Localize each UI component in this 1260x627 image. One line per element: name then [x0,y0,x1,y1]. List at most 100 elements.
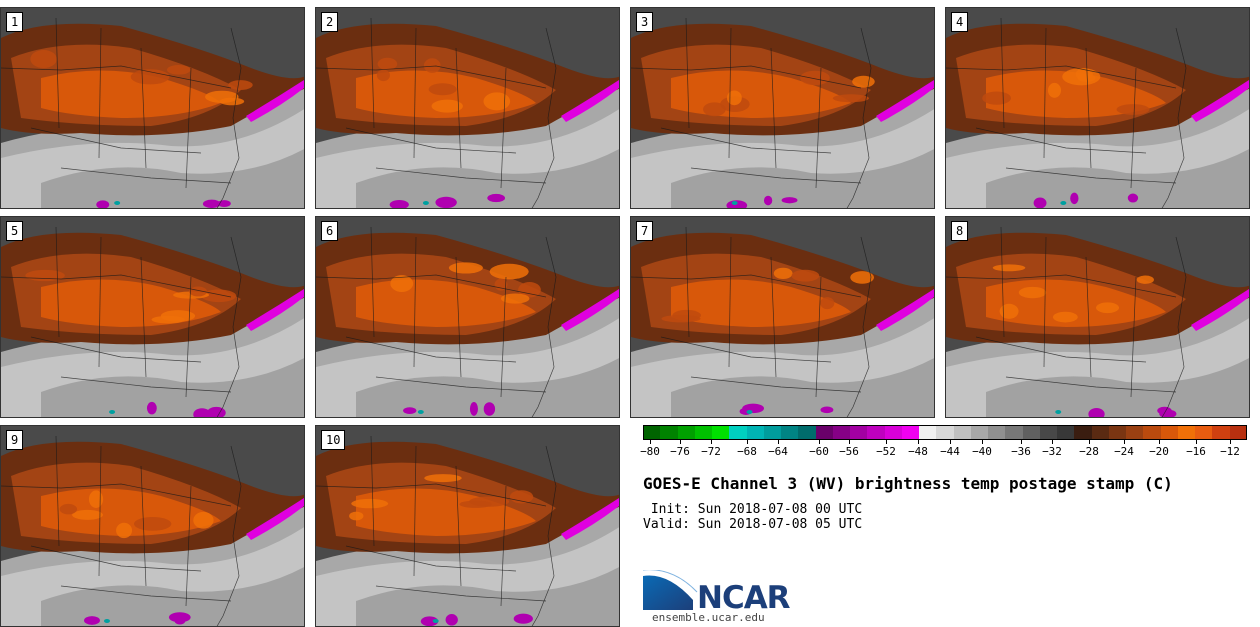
colorbar-tick-label: −64 [768,445,788,458]
wv-map [946,217,1249,417]
stamp-panel-4: 4 [945,7,1250,209]
stamp-panel-6: 6 [315,216,620,418]
colorbar-tick-label: −24 [1114,445,1134,458]
colorbar-segment [919,425,937,440]
wv-map [316,217,619,417]
colorbar-tick-label: −28 [1079,445,1099,458]
colorbar-tick-label: −12 [1220,445,1240,458]
wv-map [1,426,304,626]
colorbar-tick [650,440,651,444]
colorbar-segment [677,425,696,440]
panel-label: 2 [321,12,339,32]
colorbar-tick [1196,440,1197,444]
colorbar-tick [819,440,820,444]
panel-label: 3 [636,12,654,32]
stamp-panel-5: 5 [0,216,305,418]
colorbar-tick-label: −52 [876,445,896,458]
colorbar-segment [953,425,972,440]
colorbar-tick-label: −60 [809,445,829,458]
colorbar-tick [950,440,951,444]
colorbar-segment [1177,425,1196,440]
colorbar-tick [1159,440,1160,444]
colorbar-segment [1074,425,1093,440]
panel-label: 7 [636,221,654,241]
colorbar-segment [781,425,799,440]
colorbar-tick-label: −20 [1149,445,1169,458]
colorbar-segment [1022,425,1041,440]
colorbar-segment [660,425,678,440]
colorbar-tick-label: −72 [701,445,721,458]
panel-label: 5 [6,221,24,241]
wv-map [946,8,1249,208]
colorbar-tick-label: −48 [908,445,928,458]
colorbar-segment [1057,425,1075,440]
colorbar-segment [746,425,765,440]
colorbar-segment [712,425,730,440]
wv-map [1,8,304,208]
colorbar-frame [643,425,1247,440]
stamp-panel-8: 8 [945,216,1250,418]
panel-label: 4 [951,12,969,32]
colorbar-segment [729,425,748,440]
colorbar-segment [884,425,903,440]
wv-map [316,8,619,208]
colorbar-segment [867,425,886,440]
colorbar-segment [1126,425,1144,440]
wv-map [631,8,934,208]
wv-map [631,217,934,417]
colorbar-tick [849,440,850,444]
colorbar-tick [918,440,919,444]
figure-title: GOES-E Channel 3 (WV) brightness temp po… [643,474,1173,493]
colorbar-segment [1108,425,1127,440]
stamp-panel-10: 10 [315,425,620,627]
colorbar-tick [747,440,748,444]
colorbar-tick-label: −44 [940,445,960,458]
colorbar-segment [970,425,989,440]
colorbar-segment [763,425,782,440]
wv-map [1,217,304,417]
logo-text: NCAR [697,580,791,616]
colorbar-segment [798,425,817,440]
panel-label: 9 [6,430,24,450]
panel-label: 6 [321,221,339,241]
colorbar-segment [1143,425,1162,440]
colorbar-segment [643,425,661,440]
colorbar-tick-label: −36 [1011,445,1031,458]
colorbar-tick [982,440,983,444]
colorbar-tick [1052,440,1053,444]
colorbar-tick [711,440,712,444]
colorbar-tick [680,440,681,444]
panel-label: 8 [951,221,969,241]
stamp-panel-7: 7 [630,216,935,418]
colorbar-tick [778,440,779,444]
colorbar-tick [1089,440,1090,444]
colorbar-segment [832,425,851,440]
colorbar-segment [815,425,834,440]
colorbar-tick [886,440,887,444]
colorbar-segment [901,425,920,440]
stamp-panel-2: 2 [315,7,620,209]
colorbar-tick [1021,440,1022,444]
colorbar-segment [1229,425,1248,440]
colorbar-segment [1039,425,1058,440]
colorbar-tick [1124,440,1125,444]
colorbar-tick-label: −76 [670,445,690,458]
colorbar-segment [1005,425,1024,440]
stamp-panel-9: 9 [0,425,305,627]
colorbar-tick-label: −80 [640,445,660,458]
colorbar-segment [694,425,713,440]
colorbar-segment [1091,425,1110,440]
panel-label: 1 [6,12,24,32]
colorbar-tick-label: −32 [1042,445,1062,458]
init-time: Init: Sun 2018-07-08 00 UTC [643,502,863,517]
wv-map [316,426,619,626]
logo-url: ensemble.ucar.edu [652,611,765,624]
ncar-logo-icon [643,570,698,610]
colorbar-tick-label: −16 [1186,445,1206,458]
colorbar-tick-label: −40 [972,445,992,458]
colorbar-tick-label: −56 [839,445,859,458]
colorbar-segment [1195,425,1213,440]
stamp-panel-1: 1 [0,7,305,209]
colorbar-segment [936,425,955,440]
colorbar-segment [850,425,868,440]
